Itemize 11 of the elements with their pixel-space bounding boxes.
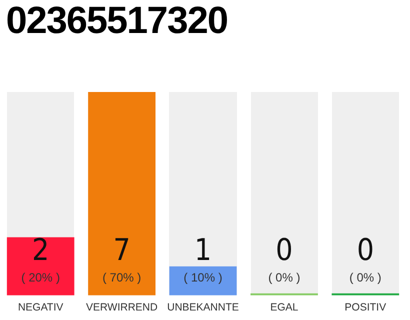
data-label: 7 ( 70% ) <box>102 233 142 285</box>
x-tick-label: NEGATIV <box>18 302 64 314</box>
data-label: 1 ( 10% ) <box>184 233 222 285</box>
x-tick-label: EGAL <box>270 302 298 314</box>
data-label: 0 ( 0% ) <box>349 233 382 285</box>
data-label: 0 ( 0% ) <box>268 233 300 285</box>
chart-title: 02365517320 <box>6 0 228 43</box>
x-tick-label: POSITIV <box>344 302 386 314</box>
x-tick-label: UNBEKANNTE <box>167 302 239 314</box>
x-tick-label: VERWIRREND <box>86 302 158 314</box>
data-label: 2 ( 20% ) <box>21 233 60 285</box>
